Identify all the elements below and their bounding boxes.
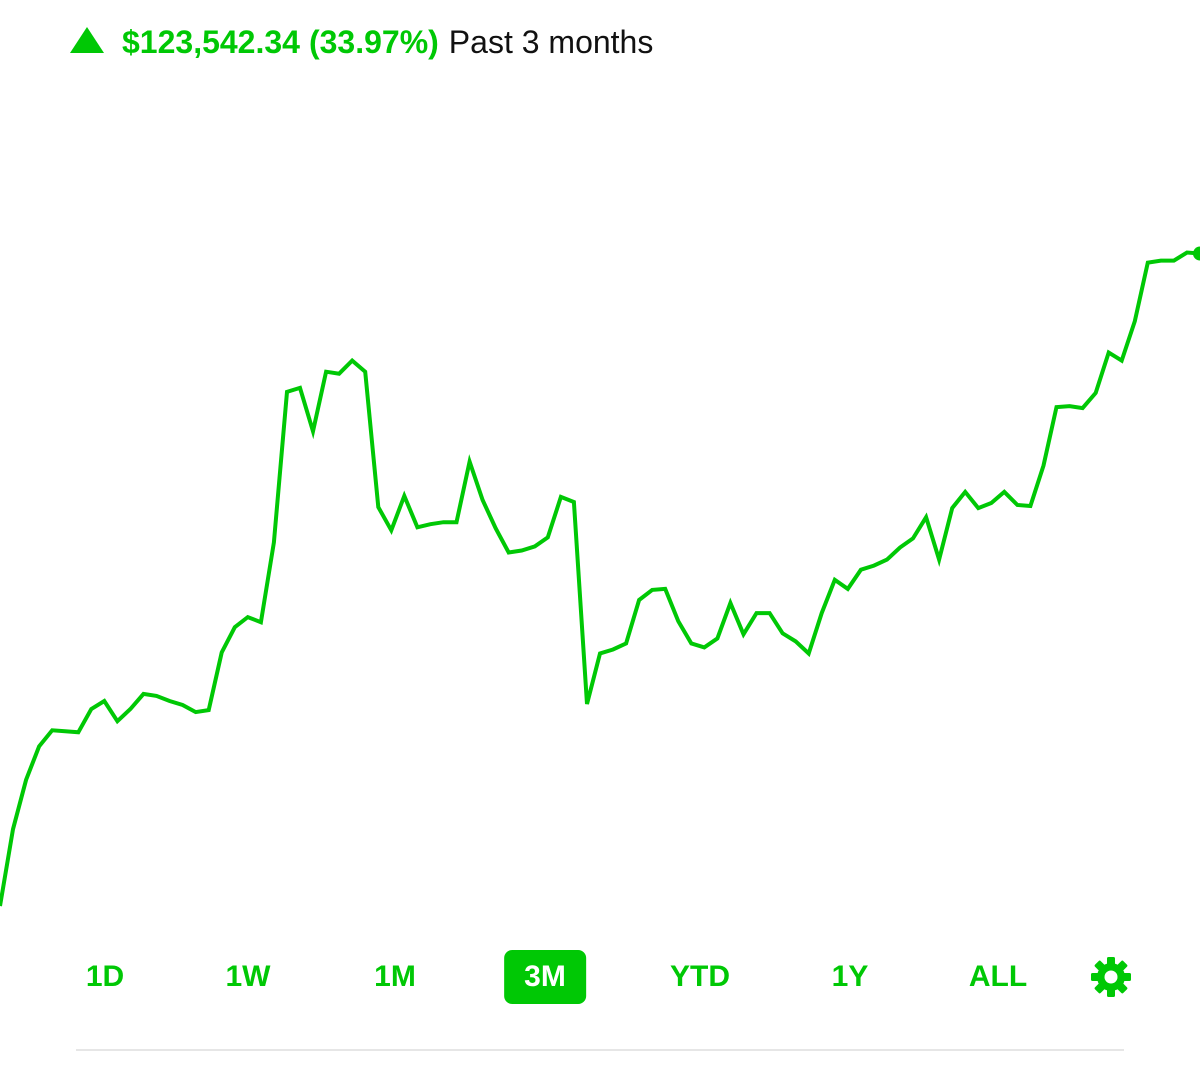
triangle-up-icon: [70, 27, 104, 53]
bottom-divider: [76, 1049, 1124, 1051]
change-percent: (33.97%): [308, 23, 439, 60]
current-value-dot: [1193, 246, 1200, 261]
period-label: Past 3 months: [448, 23, 654, 60]
range-all-button[interactable]: ALL: [968, 960, 1028, 993]
range-1d-button[interactable]: 1D: [85, 960, 125, 993]
chart-settings-button[interactable]: [1090, 956, 1132, 998]
range-1w-button[interactable]: 1W: [225, 960, 271, 993]
gear-icon: [1091, 957, 1131, 997]
change-amount: $123,542.34: [122, 23, 300, 60]
range-ytd-button[interactable]: YTD: [670, 960, 730, 993]
range-1m-button[interactable]: 1M: [374, 960, 416, 993]
range-1y-button[interactable]: 1Y: [831, 960, 869, 993]
portfolio-value-line: [0, 250, 1200, 907]
time-range-selector: 1D 1W 1M 3M YTD 1Y ALL: [0, 948, 1200, 1008]
performance-summary: $123,542.34 (33.97%) Past 3 months: [70, 18, 653, 66]
range-3m-button[interactable]: 3M: [504, 950, 586, 1004]
